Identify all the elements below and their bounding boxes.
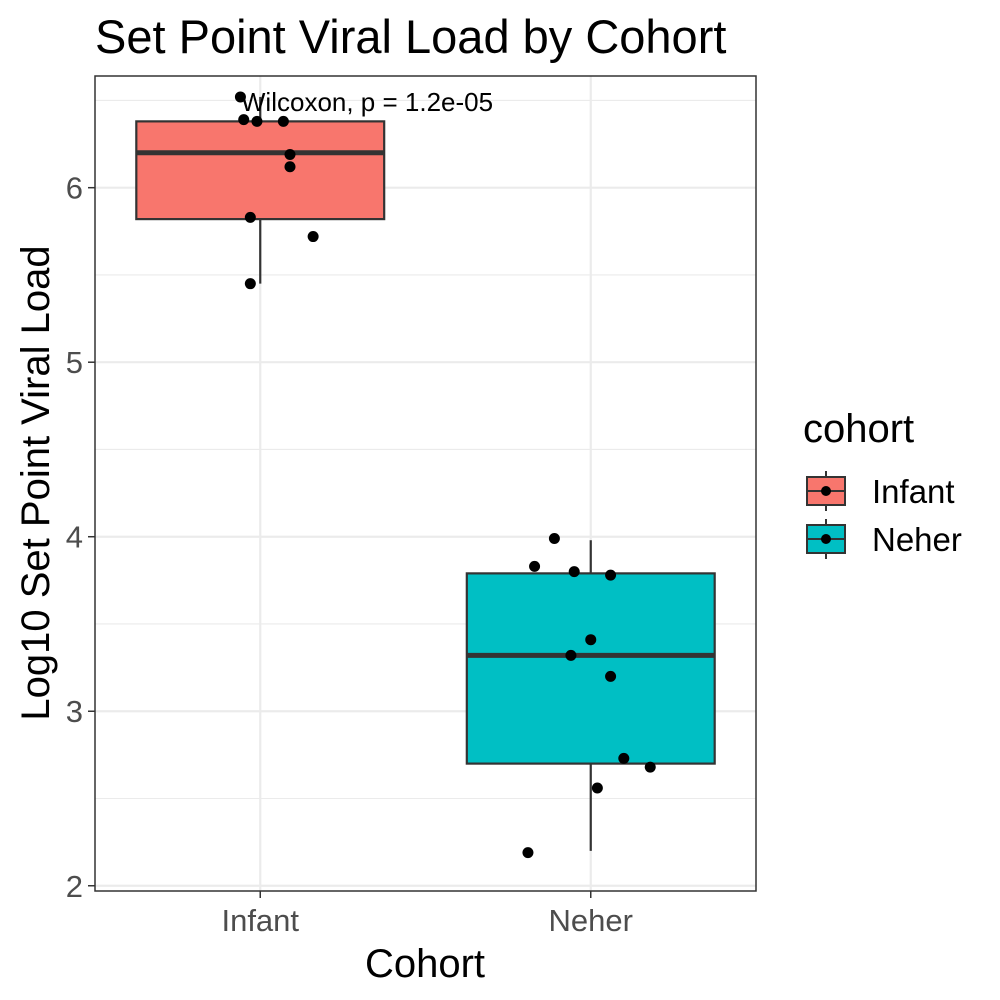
- legend-key-point: [821, 486, 831, 496]
- y-tick-label: 5: [66, 345, 83, 380]
- data-point: [529, 560, 541, 572]
- data-point: [244, 211, 256, 223]
- data-point: [644, 761, 656, 773]
- boxes: [135, 96, 716, 851]
- legend-key-point: [821, 534, 831, 544]
- legend-title: cohort: [803, 407, 914, 451]
- data-point: [522, 847, 534, 859]
- y-tick-label: 6: [66, 171, 83, 206]
- x-tick-label: Neher: [549, 903, 633, 938]
- box-infant: [135, 120, 386, 221]
- plot-border: [94, 75, 757, 892]
- data-point: [251, 115, 263, 127]
- data-point: [307, 231, 319, 243]
- box-neher: [465, 572, 716, 765]
- x-axis-title: Cohort: [365, 942, 485, 986]
- data-point: [605, 569, 617, 581]
- data-points: [234, 91, 656, 859]
- y-tick-label: 2: [66, 869, 83, 904]
- y-axis-title: Log10 Set Point Viral Load: [14, 245, 58, 720]
- legend-label-infant: Infant: [872, 473, 955, 510]
- annotation-text: Wilcoxon, p = 1.2e-05: [241, 87, 493, 117]
- x-axis: Infant Neher: [221, 891, 633, 938]
- data-point: [238, 114, 250, 126]
- legend-label-neher: Neher: [872, 521, 962, 558]
- data-point: [591, 782, 603, 794]
- data-point: [244, 278, 256, 290]
- data-point: [234, 91, 246, 103]
- chart-title: Set Point Viral Load by Cohort: [95, 10, 726, 63]
- data-point: [605, 670, 617, 682]
- data-point: [568, 566, 580, 578]
- data-point: [618, 752, 630, 764]
- y-tick-label: 4: [66, 520, 83, 555]
- legend: Infant Neher: [806, 471, 962, 559]
- data-point: [548, 532, 560, 544]
- data-point: [277, 115, 289, 127]
- data-point: [585, 634, 597, 646]
- data-point: [284, 161, 296, 173]
- x-tick-label: Infant: [221, 903, 299, 938]
- y-axis: 2 3 4 5 6: [66, 171, 95, 904]
- y-tick-label: 3: [66, 694, 83, 729]
- data-point: [565, 649, 577, 661]
- data-point: [284, 149, 296, 161]
